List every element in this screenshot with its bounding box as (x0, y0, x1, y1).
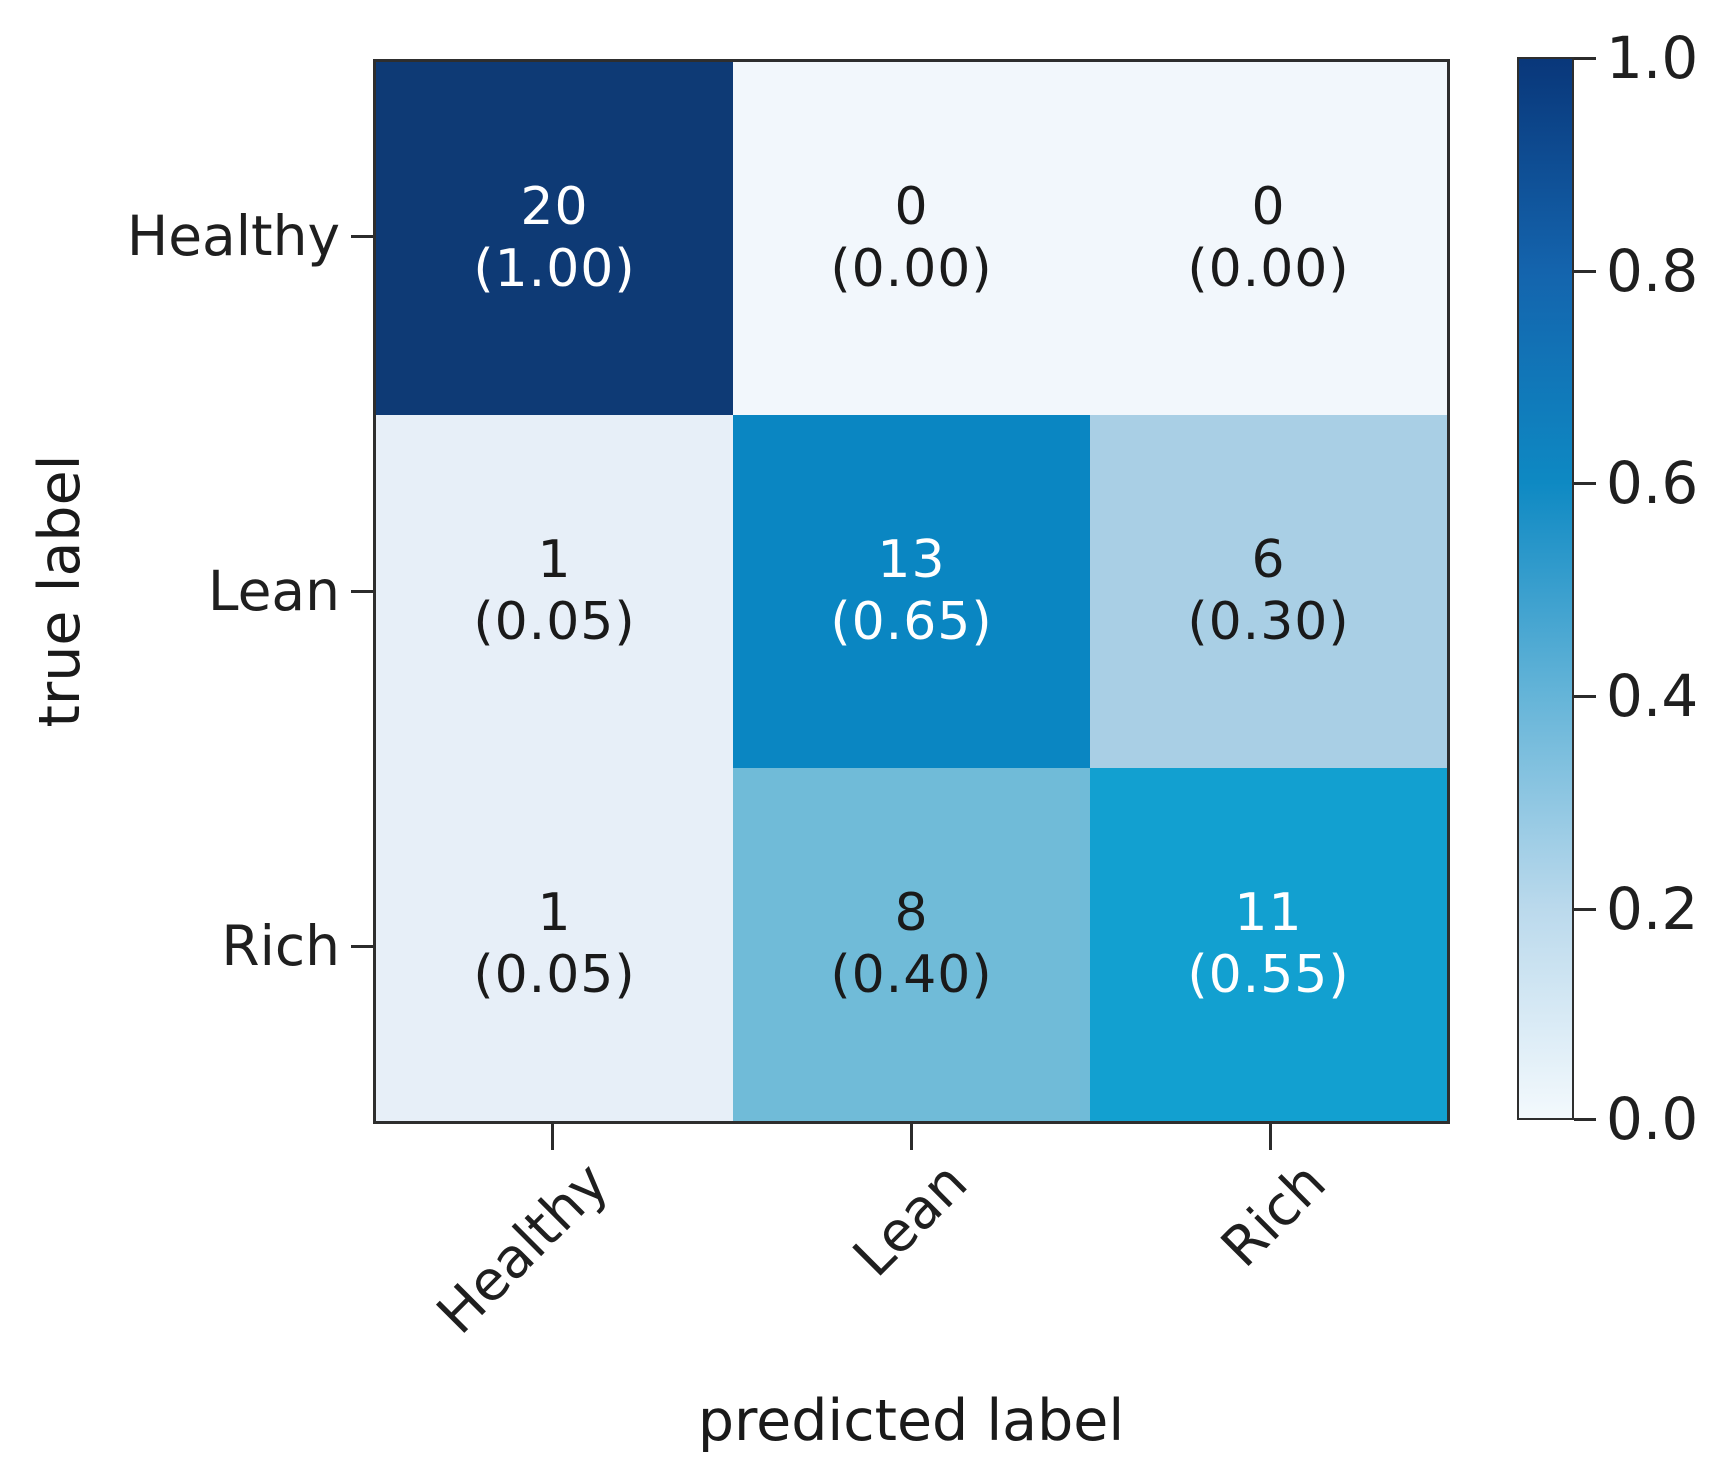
x-tick-label-healthy: Healthy (424, 1150, 621, 1346)
cell-fraction: (0.00) (830, 238, 993, 299)
colorbar-tick-label: 0.4 (1606, 662, 1699, 730)
matrix-cell-healthy-lean: 0 (0.00) (733, 62, 1090, 415)
colorbar-tick-mark (1574, 482, 1596, 485)
y-tick-label-lean: Lean (207, 559, 340, 623)
cell-count: 6 (1251, 530, 1286, 591)
x-tick-mark (551, 1124, 554, 1150)
colorbar-tick-label: 0.2 (1606, 875, 1699, 943)
cell-count: 0 (894, 177, 929, 238)
colorbar-tick-mark (1574, 908, 1596, 911)
cell-fraction: (0.05) (473, 944, 636, 1005)
colorbar-tick-label: 0.6 (1606, 449, 1699, 517)
matrix-cell-healthy-healthy: 20 (1.00) (376, 62, 733, 415)
cell-fraction: (0.40) (830, 944, 993, 1005)
matrix-cell-rich-healthy: 1 (0.05) (376, 768, 733, 1121)
y-axis-title: true label (27, 454, 93, 728)
cell-fraction: (0.55) (1187, 944, 1350, 1005)
y-tick-mark (351, 945, 373, 948)
x-tick-mark (910, 1124, 913, 1150)
y-tick-mark (351, 590, 373, 593)
x-axis-title: predicted label (697, 1388, 1125, 1454)
cell-count: 0 (1251, 177, 1286, 238)
heatmap-grid: 20 (1.00) 0 (0.00) 0 (0.00) 1 (0.05) 13 (0.65) 6 (0… (373, 59, 1450, 1124)
cell-count: 13 (877, 530, 946, 591)
cell-fraction: (0.65) (830, 591, 993, 652)
cell-count: 1 (537, 530, 572, 591)
cell-fraction: (0.05) (473, 591, 636, 652)
cell-fraction: (1.00) (473, 238, 636, 299)
cell-count: 20 (520, 177, 589, 238)
cell-count: 11 (1234, 883, 1303, 944)
colorbar-tick-mark (1574, 1118, 1596, 1121)
y-tick-label-healthy: Healthy (126, 204, 340, 268)
matrix-cell-healthy-rich: 0 (0.00) (1090, 62, 1447, 415)
matrix-cell-lean-healthy: 1 (0.05) (376, 415, 733, 768)
cell-fraction: (0.00) (1187, 238, 1350, 299)
cell-count: 1 (537, 883, 572, 944)
colorbar (1517, 57, 1574, 1120)
colorbar-tick-mark (1574, 695, 1596, 698)
colorbar-tick-label: 0.8 (1606, 237, 1699, 305)
matrix-cell-lean-lean: 13 (0.65) (733, 415, 1090, 768)
colorbar-tick-label: 1.0 (1606, 24, 1699, 92)
colorbar-tick-mark (1574, 270, 1596, 273)
cell-count: 8 (894, 883, 929, 944)
matrix-cell-rich-rich: 11 (0.55) (1090, 768, 1447, 1121)
y-tick-mark (351, 235, 373, 238)
x-tick-label-rich: Rich (1209, 1150, 1339, 1280)
matrix-cell-rich-lean: 8 (0.40) (733, 768, 1090, 1121)
x-tick-label-lean: Lean (840, 1150, 980, 1289)
x-tick-mark (1269, 1124, 1272, 1150)
cell-fraction: (0.30) (1187, 591, 1350, 652)
colorbar-tick-mark (1574, 57, 1596, 60)
colorbar-tick-label: 0.0 (1606, 1085, 1699, 1153)
matrix-cell-lean-rich: 6 (0.30) (1090, 415, 1447, 768)
y-tick-label-rich: Rich (221, 914, 340, 978)
